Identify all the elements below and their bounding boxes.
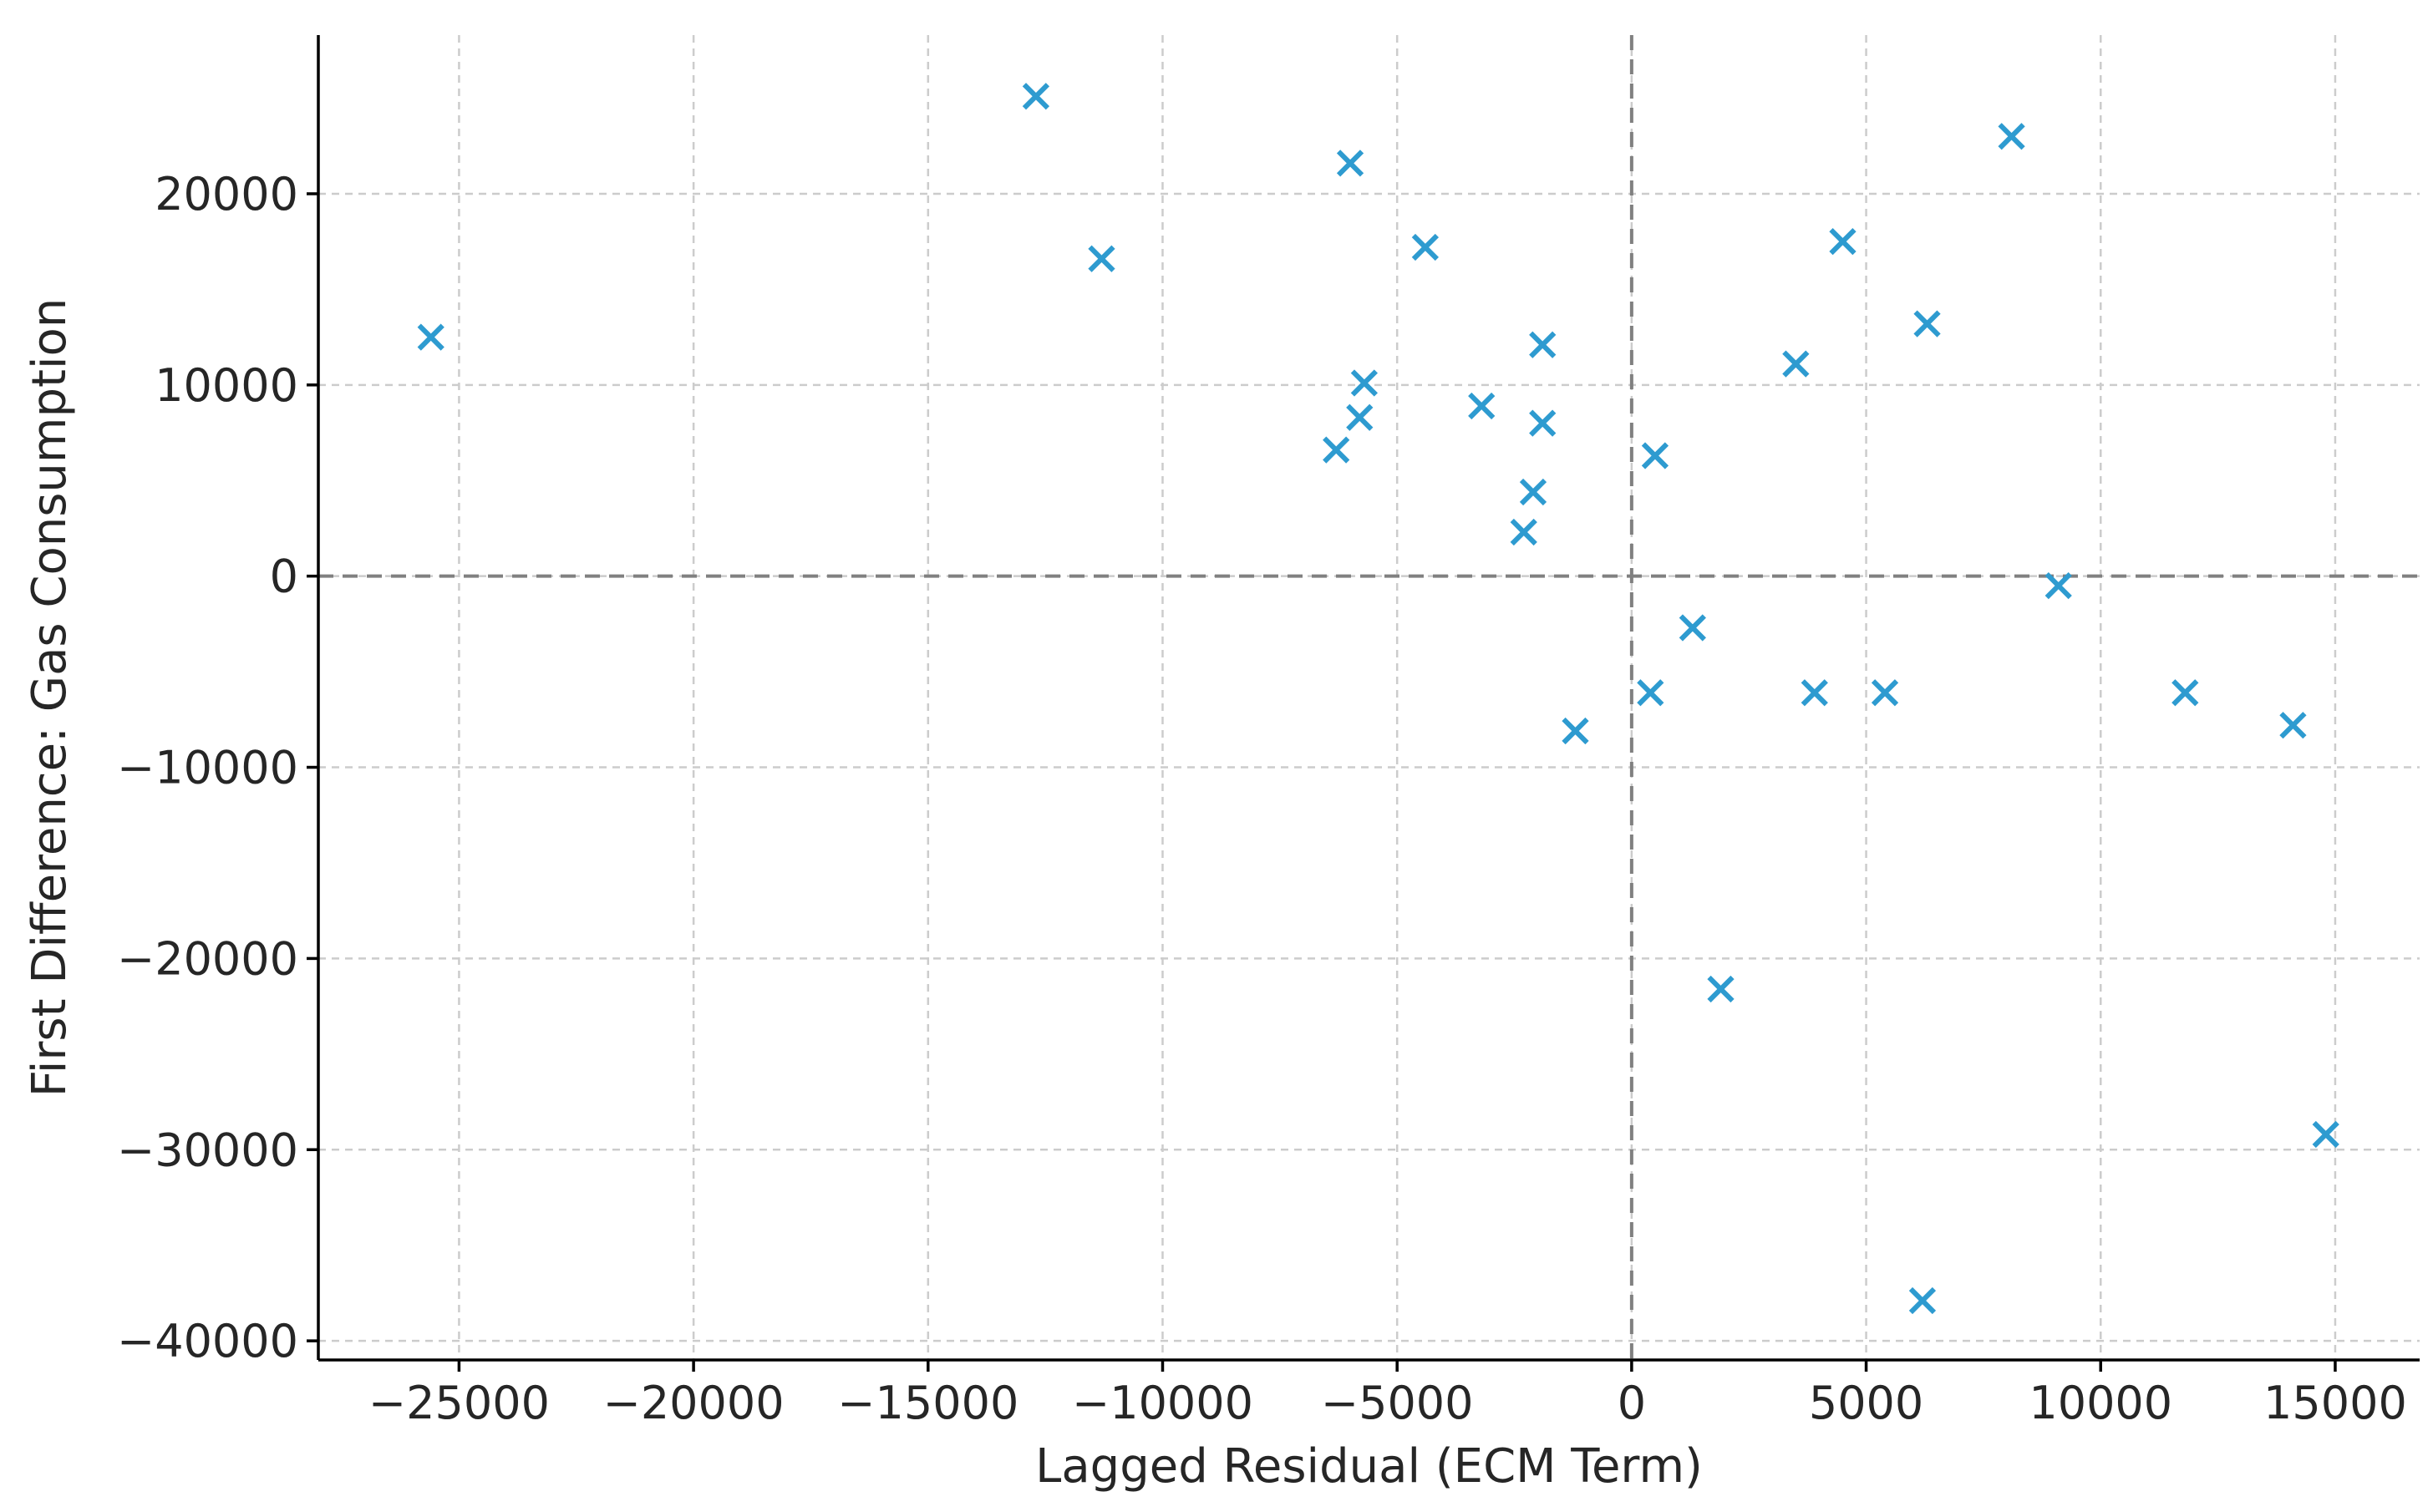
data-point-3 [1088, 245, 1115, 272]
data-point-8 [1411, 233, 1439, 261]
data-point-20 [1829, 228, 1856, 256]
x-axis-ticks: −25000 −20000 −15000 −10000 −5000 0 5000 10000 1… [368, 1360, 2407, 1429]
grid [318, 35, 2420, 1360]
data-point-27 [2171, 679, 2199, 707]
zero-reference-lines [318, 35, 2420, 1360]
data-point-21 [1801, 679, 1828, 707]
x-tick-label: −10000 [1072, 1377, 1253, 1429]
data-point-5 [1350, 369, 1379, 397]
data-point-15 [1641, 442, 1669, 469]
data-point-17 [1679, 614, 1706, 642]
data-point-2 [1022, 83, 1050, 110]
data-point-26 [2044, 571, 2072, 600]
y-tick-label: 20000 [155, 168, 298, 221]
y-axis-title: First Difference: Gas Consumption [23, 298, 77, 1098]
y-tick-label: 10000 [155, 359, 298, 412]
x-tick-label: −20000 [603, 1377, 785, 1429]
data-points [417, 83, 2339, 1315]
x-tick-label: 15000 [2263, 1377, 2407, 1429]
x-axis-title: Lagged Residual (ECM Term) [1035, 1439, 1703, 1494]
data-point-18 [1707, 975, 1735, 1003]
data-point-25 [1998, 123, 2025, 150]
y-tick-label: 0 [270, 551, 298, 603]
data-point-13 [1510, 518, 1537, 546]
y-tick-label: −10000 [117, 742, 298, 794]
x-tick-label: −15000 [837, 1377, 1018, 1429]
x-tick-label: 0 [1618, 1377, 1646, 1429]
x-tick-label: 5000 [1809, 1377, 1923, 1429]
data-point-19 [1782, 350, 1810, 378]
x-tick-label: −5000 [1321, 1377, 1474, 1429]
data-point-23 [1913, 310, 1941, 337]
y-tick-label: −30000 [117, 1124, 298, 1176]
data-point-10 [1529, 331, 1557, 358]
data-point-22 [1871, 679, 1899, 707]
data-point-29 [2312, 1120, 2339, 1149]
data-point-1 [417, 323, 444, 351]
x-tick-label: −25000 [368, 1377, 550, 1429]
data-point-4 [1336, 150, 1364, 177]
data-point-11 [1529, 409, 1557, 437]
data-point-24 [1908, 1286, 1937, 1315]
x-tick-label: 10000 [2029, 1377, 2172, 1429]
data-point-9 [1468, 392, 1496, 420]
data-point-7 [1323, 436, 1350, 464]
data-point-6 [1346, 403, 1374, 431]
y-tick-label: −40000 [117, 1315, 298, 1367]
axes [317, 35, 2420, 1362]
data-point-16 [1637, 679, 1664, 707]
data-point-28 [2279, 712, 2307, 739]
data-point-12 [1519, 478, 1547, 506]
data-point-14 [1562, 717, 1589, 745]
y-axis-ticks: −40000 −30000 −20000 −10000 0 10000 20000 [117, 168, 318, 1367]
y-tick-label: −20000 [117, 932, 298, 985]
